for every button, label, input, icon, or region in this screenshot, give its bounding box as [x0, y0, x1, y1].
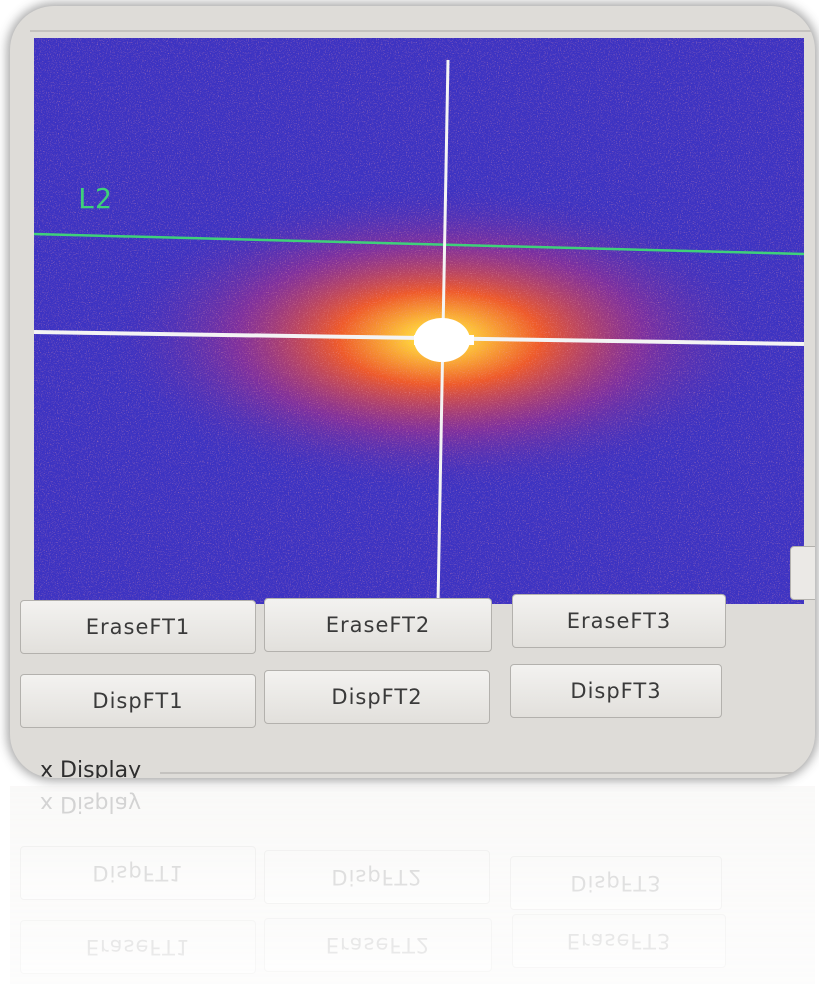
disp-ft-button[interactable]: DispFT1 — [20, 674, 256, 728]
erase-ft-button[interactable]: EraseFT3 — [512, 594, 726, 648]
screen-photo: L2 EraseFT1 EraseFT2 EraseFT3 DispFT1 Di… — [10, 6, 815, 778]
cursor-line-l2 — [34, 232, 804, 256]
disp-ft-button[interactable]: DispFT2 — [264, 670, 490, 724]
erase-ft-button[interactable]: EraseFT2 — [264, 598, 492, 652]
cursor-label: L2 — [78, 182, 112, 215]
reflected-section-label: x Display — [40, 791, 142, 816]
fft-noise — [34, 38, 804, 604]
reflection: EraseFT1 EraseFT2 EraseFT3 DispFT1 DispF… — [10, 786, 815, 984]
side-button[interactable] — [790, 546, 815, 600]
reflected-erase-button: EraseFT3 — [512, 914, 726, 968]
reflected-disp-button: DispFT3 — [510, 856, 722, 910]
section-label: x Display — [40, 758, 142, 778]
erase-ft-button[interactable]: EraseFT1 — [20, 600, 256, 654]
fft-display: L2 — [34, 38, 804, 604]
reflection-content: EraseFT1 EraseFT2 EraseFT3 DispFT1 DispF… — [10, 786, 815, 984]
section-border — [160, 772, 815, 774]
reflected-disp-button: DispFT1 — [20, 846, 256, 900]
disp-ft-button[interactable]: DispFT3 — [510, 664, 722, 718]
reflected-erase-button: EraseFT1 — [20, 920, 256, 974]
reflected-disp-button: DispFT2 — [264, 850, 490, 904]
reflected-erase-button: EraseFT2 — [264, 918, 492, 972]
panel-border — [30, 30, 815, 32]
